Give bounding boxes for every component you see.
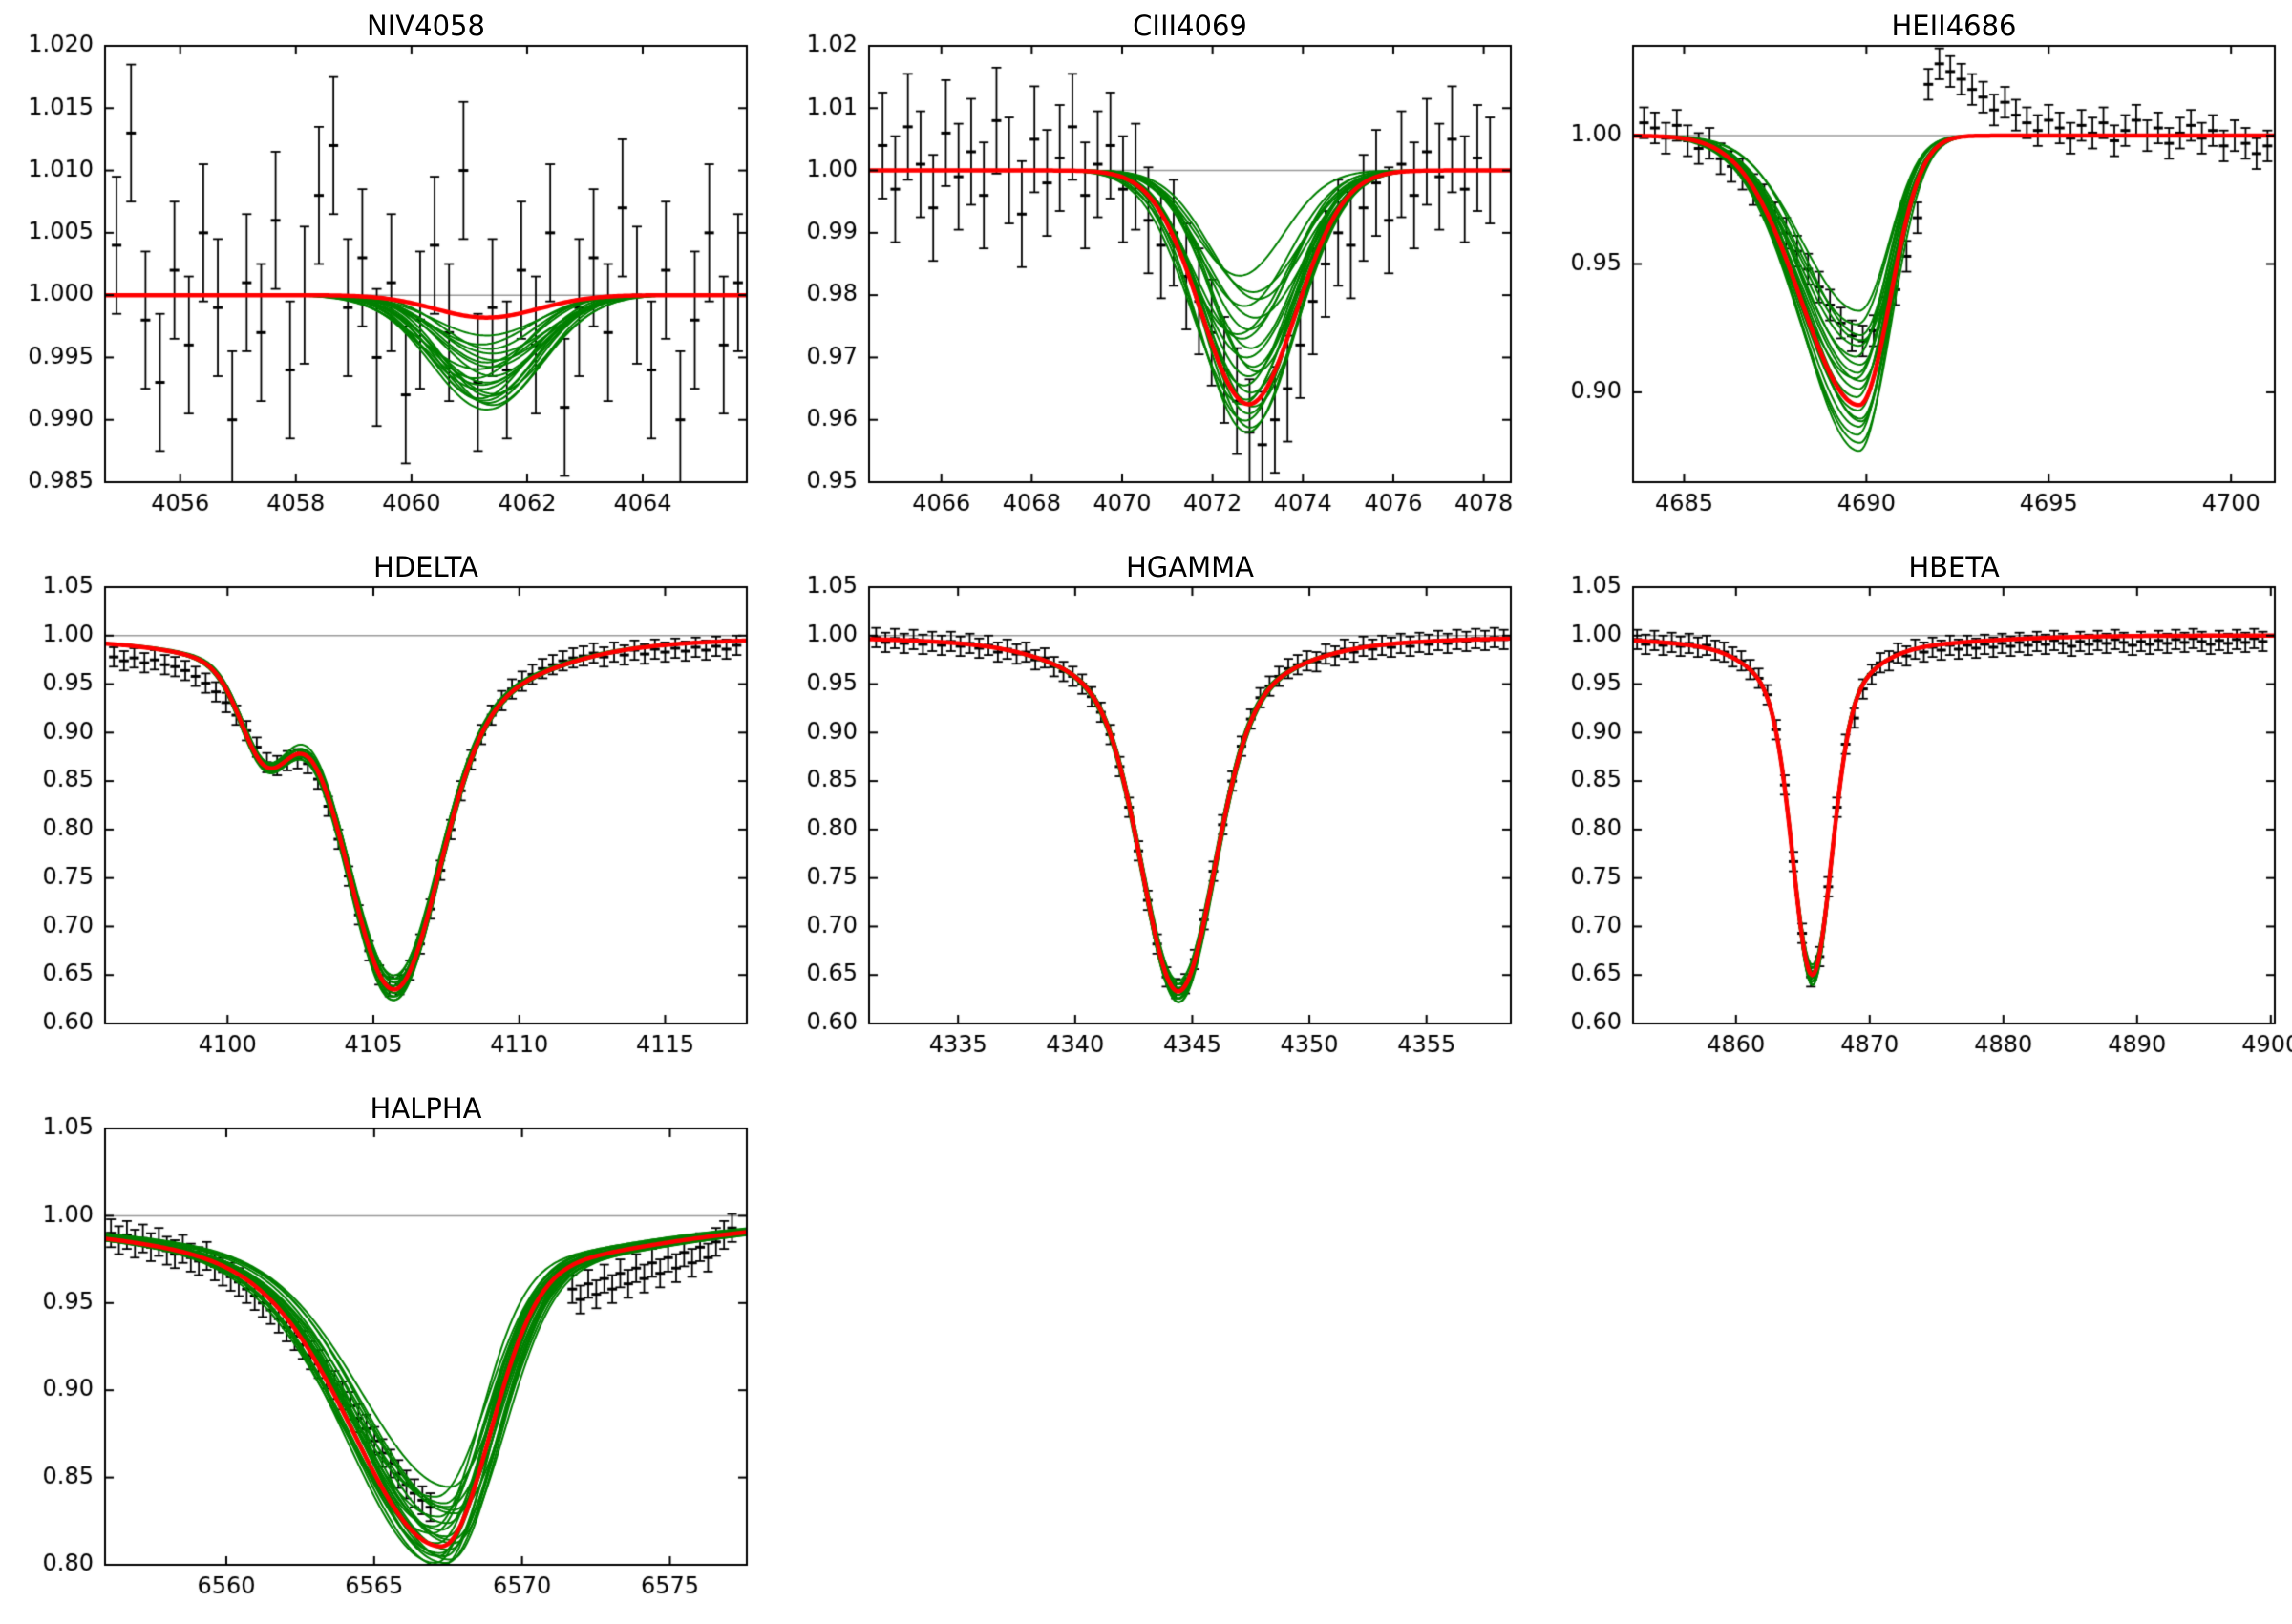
subplot-halpha: HALPHA — [0, 1083, 764, 1624]
subplot-hgamma: HGAMMA — [764, 541, 1528, 1083]
plot-title-niv4058: NIV4058 — [367, 10, 485, 42]
plot-title-heii4686: HEII4686 — [1891, 10, 2017, 42]
subplot-heii4686: HEII4686 — [1528, 0, 2292, 541]
subplot-ciii4069: CIII4069 — [764, 0, 1528, 541]
subplot-hbeta: HBETA — [1528, 541, 2292, 1083]
heii4686-chart-canvas — [1528, 0, 2292, 541]
hbeta-chart-canvas — [1528, 541, 2292, 1083]
hgamma-chart-canvas — [764, 541, 1528, 1083]
plot-title-hgamma: HGAMMA — [1126, 551, 1254, 583]
halpha-chart-canvas — [0, 1083, 764, 1624]
empty-cell — [1528, 1083, 2292, 1624]
plot-title-halpha: HALPHA — [370, 1092, 482, 1125]
ciii4069-chart-canvas — [764, 0, 1528, 541]
hdelta-chart-canvas — [0, 541, 764, 1083]
subplot-hdelta: HDELTA — [0, 541, 764, 1083]
empty-cell — [764, 1083, 1528, 1624]
plot-title-ciii4069: CIII4069 — [1133, 10, 1247, 42]
plot-title-hbeta: HBETA — [1908, 551, 2000, 583]
subplot-niv4058: NIV4058 — [0, 0, 764, 541]
niv4058-chart-canvas — [0, 0, 764, 541]
plot-title-hdelta: HDELTA — [373, 551, 478, 583]
